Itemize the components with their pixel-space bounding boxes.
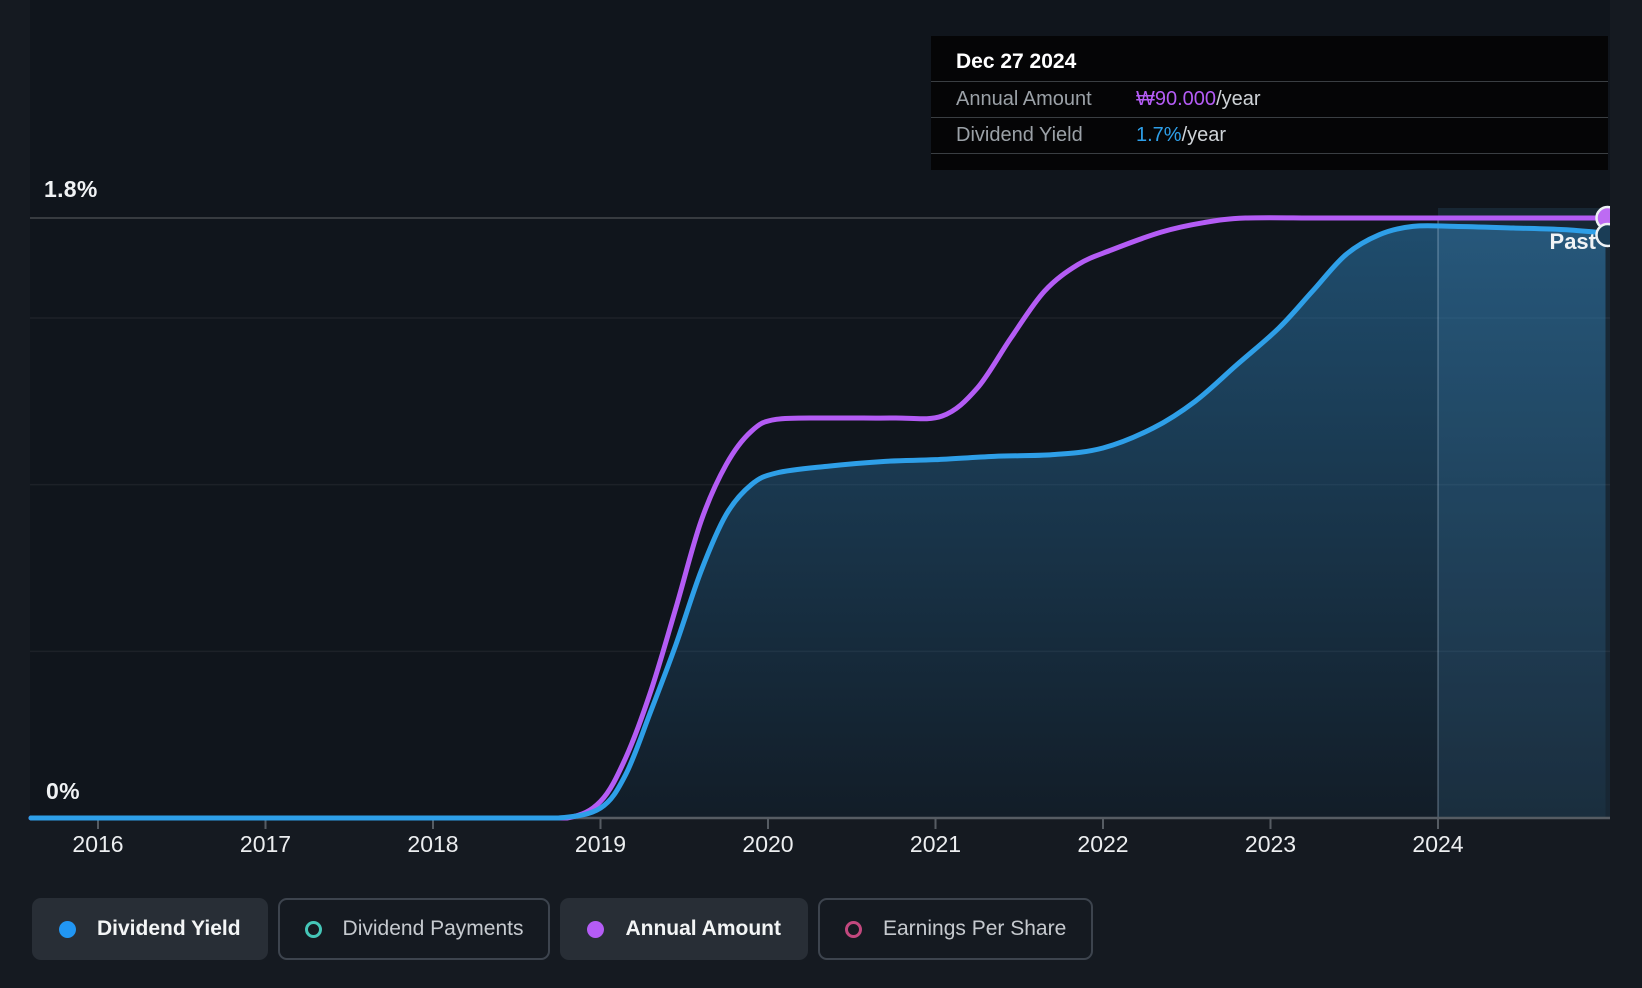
dividend-yield-area-fill (31, 225, 1606, 819)
y-axis-min-label: 0% (46, 778, 80, 804)
tooltip-row-label: Annual Amount (956, 88, 1092, 110)
past-period-label: Past (1549, 229, 1596, 254)
dividend-yield-swatch-icon (59, 920, 76, 938)
series-legend: Dividend Yield Dividend Payments Annual Am… (32, 898, 1094, 960)
legend-label: Earnings Per Share (883, 917, 1067, 940)
tooltip-row-dividend-yield: Dividend Yield 1.7%/year (931, 117, 1608, 153)
legend-button-dividend-yield[interactable]: Dividend Yield (32, 898, 268, 960)
legend-button-earnings-per-share[interactable]: Earnings Per Share (818, 898, 1094, 960)
dividend-payments-swatch-icon (304, 920, 322, 938)
tooltip-divider (931, 153, 1608, 154)
dividend-yield-line (28, 223, 1608, 821)
legend-label: Dividend Payments (342, 917, 524, 940)
annual-amount-swatch-icon (587, 920, 605, 938)
tooltip-row-value: 1.7% (1136, 124, 1182, 146)
x-axis-label-2019: 2019 (574, 831, 627, 857)
y-axis-max-label: 1.8% (44, 176, 98, 202)
earnings-per-share-swatch-icon (845, 920, 862, 938)
tooltip-date: Dec 27 2024 (956, 50, 1077, 73)
hover-highlight-band (1438, 208, 1610, 817)
x-axis-label-2018: 2018 (407, 831, 459, 857)
x-axis-label-2017: 2017 (239, 831, 292, 857)
dividend-yield-end-marker[interactable] (1595, 222, 1619, 248)
x-axis-label-2021: 2021 (909, 831, 962, 857)
x-axis-label-2022: 2022 (1077, 831, 1129, 857)
tooltip-row-value: ₩90.000 (1136, 88, 1217, 110)
tooltip-row-suffix: /year (1181, 124, 1227, 146)
legend-button-annual-amount[interactable]: Annual Amount (560, 898, 808, 960)
legend-button-dividend-payments[interactable]: Dividend Payments (277, 898, 551, 960)
tooltip-row-suffix: /year (1216, 88, 1261, 110)
x-axis-label-2024: 2024 (1412, 831, 1464, 857)
legend-label: Annual Amount (625, 917, 781, 940)
x-axis-label-2016: 2016 (72, 831, 124, 857)
tooltip-row-annual-amount: Annual Amount ₩90.000/year (931, 81, 1608, 117)
x-axis-label-2023: 2023 (1244, 831, 1297, 857)
x-axis-label-2020: 2020 (742, 831, 794, 857)
legend-label: Dividend Yield (97, 917, 241, 940)
tooltip-row-label: Dividend Yield (956, 124, 1083, 146)
hover-tooltip: Dec 27 2024 Annual Amount ₩90.000/year Div… (931, 36, 1608, 170)
